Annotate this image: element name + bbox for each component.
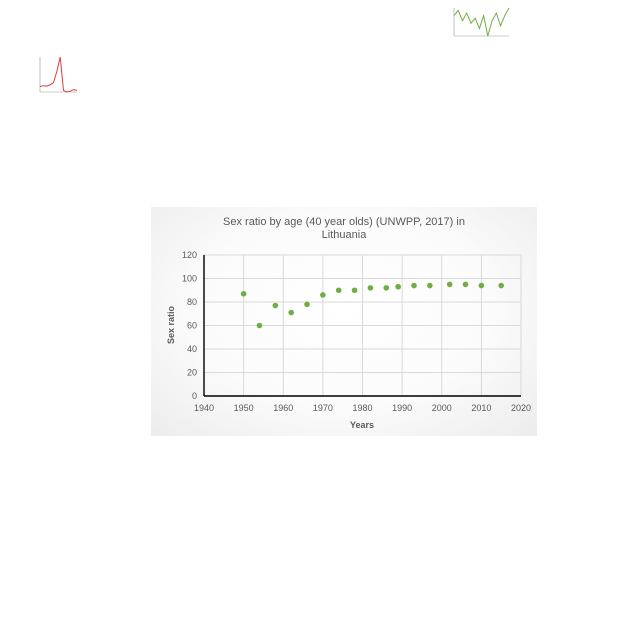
thumbnail-red-line-svg (39, 56, 78, 93)
sex-ratio-chart: Sex ratio by age (40 year olds) (UNWPP, … (151, 207, 537, 436)
data-point (335, 287, 342, 294)
chart-svg: Sex ratio by age (40 year olds) (UNWPP, … (166, 216, 531, 430)
thumbnail-chart-green (450, 4, 512, 40)
x-tick-label: 2020 (511, 403, 531, 413)
data-point (446, 281, 453, 288)
y-tick-label: 120 (182, 250, 197, 260)
data-point (383, 285, 390, 291)
data-point (272, 302, 279, 309)
thumb-series-line (453, 7, 510, 37)
data-point (288, 309, 294, 316)
y-tick-label: 60 (187, 321, 197, 331)
y-axis-title: Sex ratio (166, 305, 176, 344)
tick-label-layer: 0 20 40 60 80 100 120 1940 1950 1960 1970 1980 1990 2… (182, 250, 531, 413)
x-tick-label: 1940 (194, 403, 214, 413)
thumb-series-line (39, 56, 78, 93)
thumbnail-green-line-svg (453, 7, 510, 37)
x-tick-label: 1950 (234, 403, 254, 413)
x-tick-label: 1990 (392, 403, 412, 413)
data-point (462, 281, 469, 288)
data-point (395, 283, 401, 290)
data-point (320, 292, 326, 298)
y-tick-label: 80 (187, 297, 197, 307)
chart-title-line-1: Sex ratio by age (40 year olds) (UNWPP, … (223, 216, 465, 228)
x-tick-label: 1980 (352, 403, 372, 413)
data-point-layer (240, 281, 504, 329)
x-tick-label: 2010 (471, 403, 491, 413)
x-tick-label: 2000 (432, 403, 452, 413)
data-point (478, 282, 485, 289)
grid-layer (203, 254, 522, 397)
chart-title-line-2: Lithuania (322, 229, 368, 241)
y-tick-label: 0 (192, 391, 197, 401)
data-point (256, 322, 263, 329)
data-point (240, 290, 247, 297)
data-point (498, 282, 504, 289)
x-tick-label: 1970 (313, 403, 333, 413)
data-point (427, 282, 433, 289)
data-point (304, 301, 310, 308)
thumbnail-chart-red (34, 52, 80, 98)
data-point (351, 287, 358, 294)
x-axis-title: Years (350, 420, 374, 430)
y-tick-label: 100 (182, 274, 197, 284)
data-point (367, 285, 374, 291)
y-tick-label: 40 (187, 344, 197, 354)
y-tick-label: 20 (187, 368, 197, 378)
data-point (411, 282, 417, 289)
x-tick-label: 1960 (273, 403, 293, 413)
